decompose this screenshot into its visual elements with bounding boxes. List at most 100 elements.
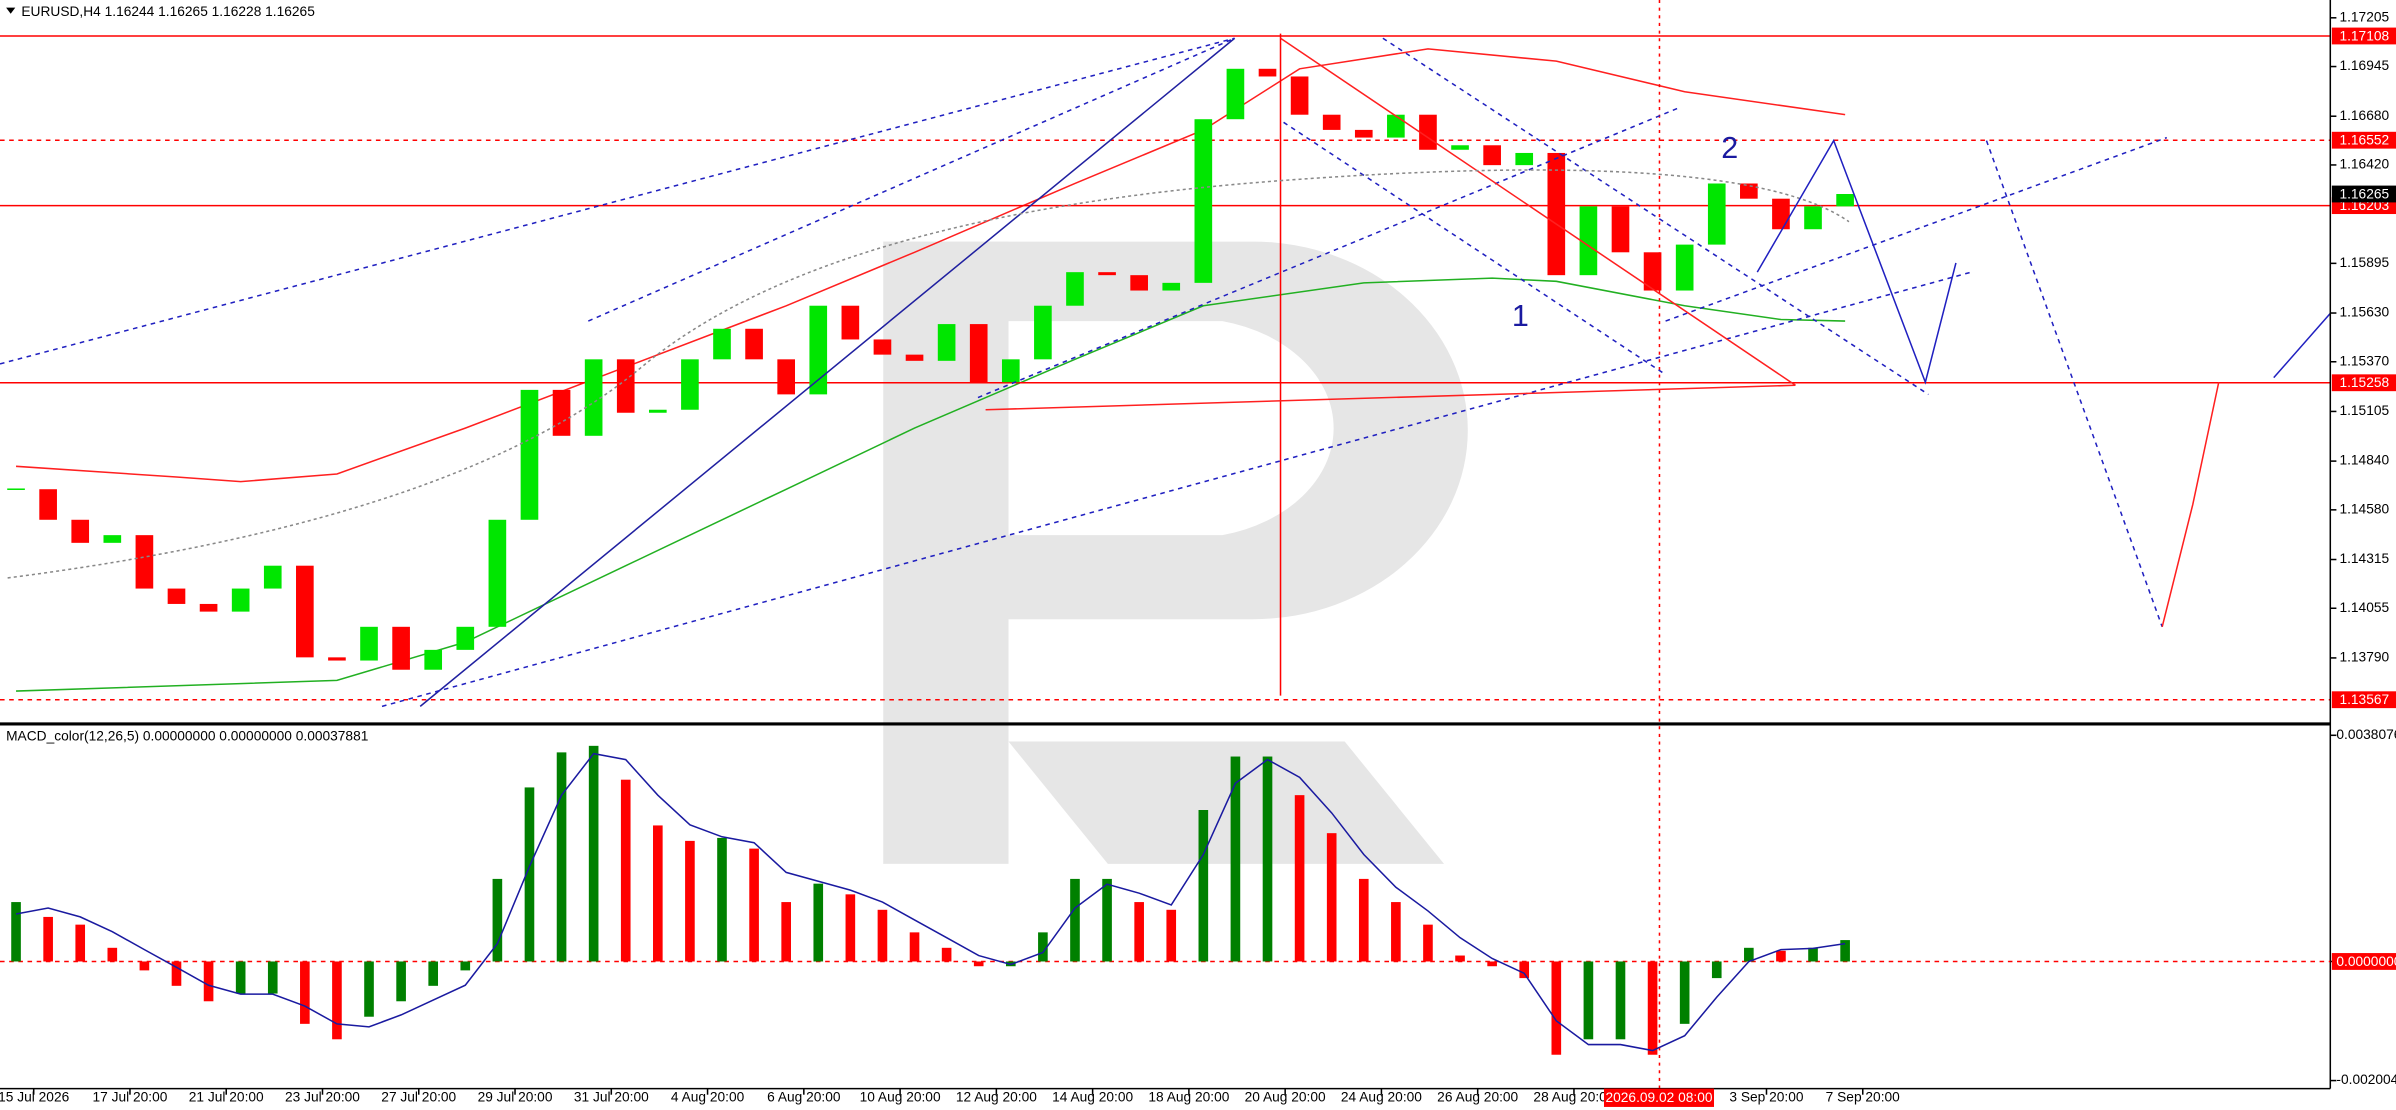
candle bbox=[1194, 119, 1213, 283]
macd-bar bbox=[1102, 878, 1112, 962]
candle bbox=[1804, 206, 1822, 230]
candle bbox=[1547, 152, 1566, 276]
moving-average bbox=[15, 48, 1846, 483]
x-tick-label: 21 Jul 20:00 bbox=[189, 1089, 264, 1104]
macd-bar bbox=[1519, 961, 1530, 979]
candle bbox=[937, 324, 956, 361]
candle bbox=[969, 324, 988, 383]
macd-bar bbox=[75, 924, 86, 962]
macd-bar bbox=[717, 837, 727, 962]
level-label-box bbox=[2331, 374, 2396, 392]
y-tick-label: 1.13790 bbox=[2339, 650, 2389, 665]
menu-arrow[interactable] bbox=[6, 7, 16, 14]
symbol-header: EURUSD,H4 1.16244 1.16265 1.16228 1.1626… bbox=[21, 4, 315, 19]
macd-bar bbox=[685, 840, 695, 962]
candle bbox=[424, 649, 443, 670]
y-tick-label: 1.15105 bbox=[2339, 403, 2389, 418]
candle bbox=[1354, 129, 1373, 138]
candle bbox=[456, 626, 475, 650]
candle bbox=[552, 389, 571, 436]
macd-bar bbox=[203, 961, 214, 1002]
candle bbox=[71, 519, 90, 543]
candle bbox=[648, 409, 667, 413]
macd-bar bbox=[139, 961, 150, 971]
y-tick-label: 1.16680 bbox=[2339, 108, 2389, 123]
x-tick-label: 4 Aug 20:00 bbox=[671, 1089, 745, 1104]
macd-bar bbox=[620, 779, 631, 962]
macd-bar bbox=[1615, 961, 1626, 1040]
candle bbox=[1066, 272, 1084, 306]
x-tick-label: 29 Jul 20:00 bbox=[478, 1089, 553, 1104]
macd-bar bbox=[364, 961, 374, 1017]
candle bbox=[745, 328, 763, 360]
candle bbox=[1611, 206, 1630, 253]
x-tick-label: 24 Aug 20:00 bbox=[1341, 1089, 1422, 1104]
macd-bar bbox=[428, 961, 439, 986]
trend-line bbox=[419, 37, 1236, 707]
moving-average bbox=[16, 277, 1846, 692]
candle bbox=[296, 565, 314, 658]
candle bbox=[809, 305, 828, 395]
candle bbox=[1451, 145, 1469, 150]
macd-bar bbox=[43, 916, 53, 962]
candle bbox=[328, 657, 346, 661]
macd-bar bbox=[1294, 795, 1305, 962]
candle bbox=[488, 519, 507, 627]
candle bbox=[681, 359, 699, 410]
macd-bar bbox=[909, 932, 920, 962]
candle bbox=[135, 535, 154, 589]
y-tick-label: 1.15630 bbox=[2339, 305, 2389, 320]
channel-line bbox=[0, 37, 1235, 365]
wave-label: 1 bbox=[1512, 299, 1529, 333]
macd-bar bbox=[1038, 932, 1048, 962]
candle bbox=[616, 359, 635, 413]
macd-bar bbox=[813, 883, 824, 962]
candle bbox=[1675, 244, 1694, 291]
candle bbox=[1258, 68, 1277, 77]
y-tick-label: -0.0020048 bbox=[2336, 1072, 2396, 1087]
macd-bar bbox=[460, 961, 471, 971]
x-tick-label: 14 Aug 20:00 bbox=[1052, 1089, 1133, 1104]
y-tick-label: 1.14580 bbox=[2339, 501, 2389, 516]
x-tick-label: 27 Jul 20:00 bbox=[381, 1089, 456, 1104]
y-tick-label: 1.14315 bbox=[2339, 551, 2389, 566]
candle bbox=[1387, 114, 1405, 138]
macd-bar bbox=[1262, 756, 1273, 962]
candle bbox=[103, 535, 122, 543]
candle bbox=[1707, 183, 1726, 245]
candle bbox=[1740, 183, 1758, 199]
x-tick-label: 23 Jul 20:00 bbox=[285, 1089, 360, 1104]
y-tick-label: 1.14055 bbox=[2339, 600, 2389, 615]
macd-bar bbox=[653, 825, 663, 962]
macd-bar bbox=[973, 961, 984, 967]
candle bbox=[199, 603, 218, 612]
x-tick-label: 31 Jul 20:00 bbox=[574, 1089, 649, 1104]
y-tick-label: 1.16945 bbox=[2339, 58, 2389, 73]
candle bbox=[360, 626, 378, 661]
cursor-label-box bbox=[1603, 1088, 1715, 1107]
macd-bar bbox=[1391, 902, 1401, 962]
macd-bar bbox=[1198, 809, 1209, 962]
candle bbox=[1515, 152, 1534, 166]
macd-plot bbox=[0, 745, 2331, 1055]
candle bbox=[7, 488, 25, 490]
candle bbox=[231, 588, 250, 612]
macd-bar bbox=[1840, 940, 1850, 962]
current-price-box bbox=[2331, 185, 2396, 203]
channel-line bbox=[587, 37, 1235, 322]
macd-bar bbox=[1326, 833, 1337, 962]
candle bbox=[1643, 252, 1662, 291]
macd-bar bbox=[235, 961, 246, 994]
trend-line bbox=[985, 384, 1796, 411]
macd-bar bbox=[396, 961, 406, 1002]
candle bbox=[167, 588, 186, 604]
macd-bar bbox=[11, 902, 21, 962]
macd-bar bbox=[524, 787, 535, 962]
channel-line bbox=[1382, 37, 1929, 396]
macd-bar bbox=[1583, 961, 1594, 1040]
forecast-path bbox=[2161, 382, 2220, 628]
candle bbox=[777, 359, 796, 395]
x-tick-label: 15 Jul 2026 bbox=[0, 1089, 70, 1104]
y-tick-label: 1.16420 bbox=[2339, 157, 2389, 172]
channel-line bbox=[1283, 121, 1667, 376]
